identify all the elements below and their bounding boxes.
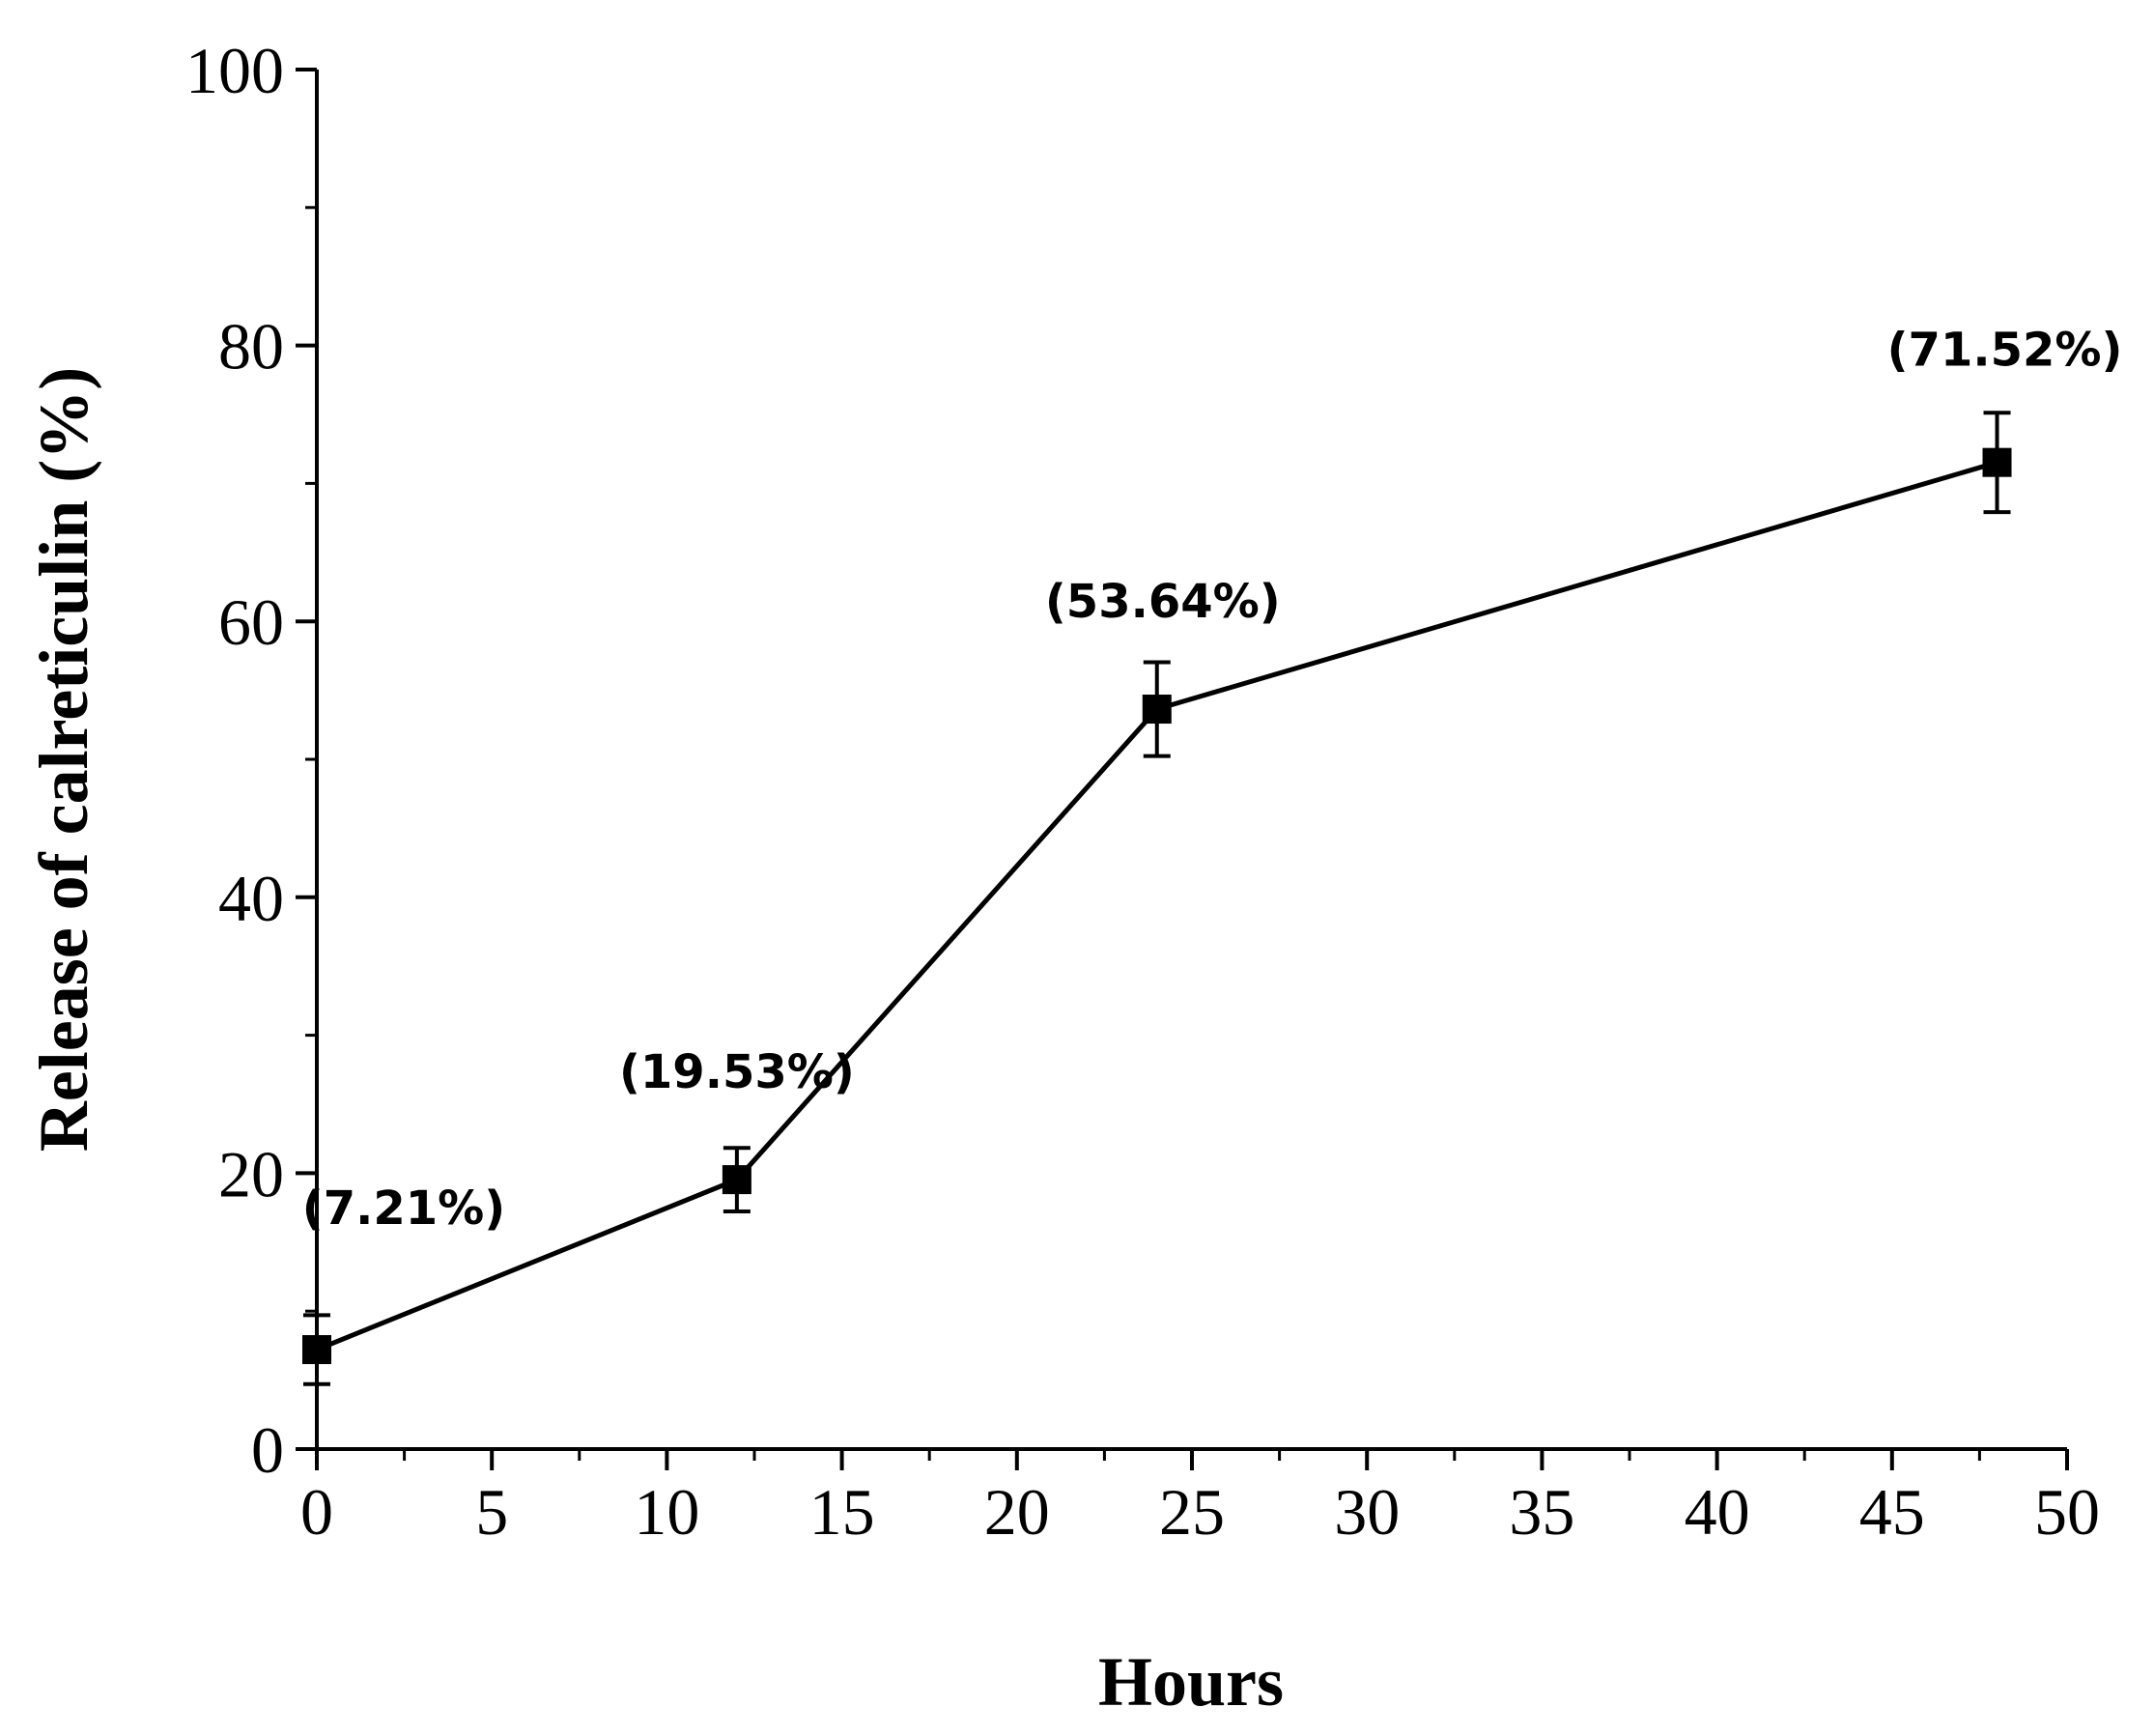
x-tick-label: 30 bbox=[1334, 1475, 1400, 1549]
data-point-marker bbox=[1982, 447, 2012, 477]
y-tick-label: 100 bbox=[185, 34, 284, 107]
data-point-marker bbox=[722, 1165, 751, 1195]
y-tick-label: 20 bbox=[218, 1137, 284, 1210]
x-tick-label: 0 bbox=[300, 1475, 333, 1549]
x-tick-label: 25 bbox=[1159, 1475, 1225, 1549]
series-line bbox=[316, 460, 1998, 1352]
x-axis-ticks: 0 5 10 15 20 25 30 35 40 45 50 bbox=[300, 1449, 2100, 1549]
data-label: (71.52%) bbox=[1887, 324, 2123, 378]
data-label: (7.21%) bbox=[302, 1181, 505, 1236]
x-tick-label: 45 bbox=[1859, 1475, 1925, 1549]
y-tick-label: 80 bbox=[218, 310, 284, 384]
y-axis-ticks: 0 20 40 60 80 100 bbox=[185, 34, 317, 1487]
x-tick-label: 15 bbox=[809, 1475, 875, 1549]
x-tick-label: 40 bbox=[1685, 1475, 1750, 1549]
data-point-marker bbox=[1142, 695, 1172, 725]
y-tick-label: 40 bbox=[218, 862, 284, 935]
y-tick-label: 60 bbox=[218, 585, 284, 659]
x-tick-label: 50 bbox=[2034, 1475, 2100, 1549]
plot-series bbox=[302, 411, 2012, 1386]
data-label: (53.64%) bbox=[1045, 575, 1281, 629]
x-tick-label: 20 bbox=[984, 1475, 1050, 1549]
x-axis-title: Hours bbox=[1098, 1643, 1284, 1721]
data-point-marker bbox=[302, 1335, 331, 1365]
x-tick-label: 10 bbox=[634, 1475, 699, 1549]
x-tick-label: 5 bbox=[475, 1475, 508, 1549]
data-labels: (7.21%) (19.53%) (53.64%) (71.52%) bbox=[302, 324, 2123, 1236]
x-tick-label: 35 bbox=[1509, 1475, 1574, 1549]
data-label: (19.53%) bbox=[619, 1045, 855, 1099]
y-tick-label: 0 bbox=[251, 1413, 284, 1487]
y-axis-title: Release of calreticulin (%) bbox=[25, 367, 102, 1152]
